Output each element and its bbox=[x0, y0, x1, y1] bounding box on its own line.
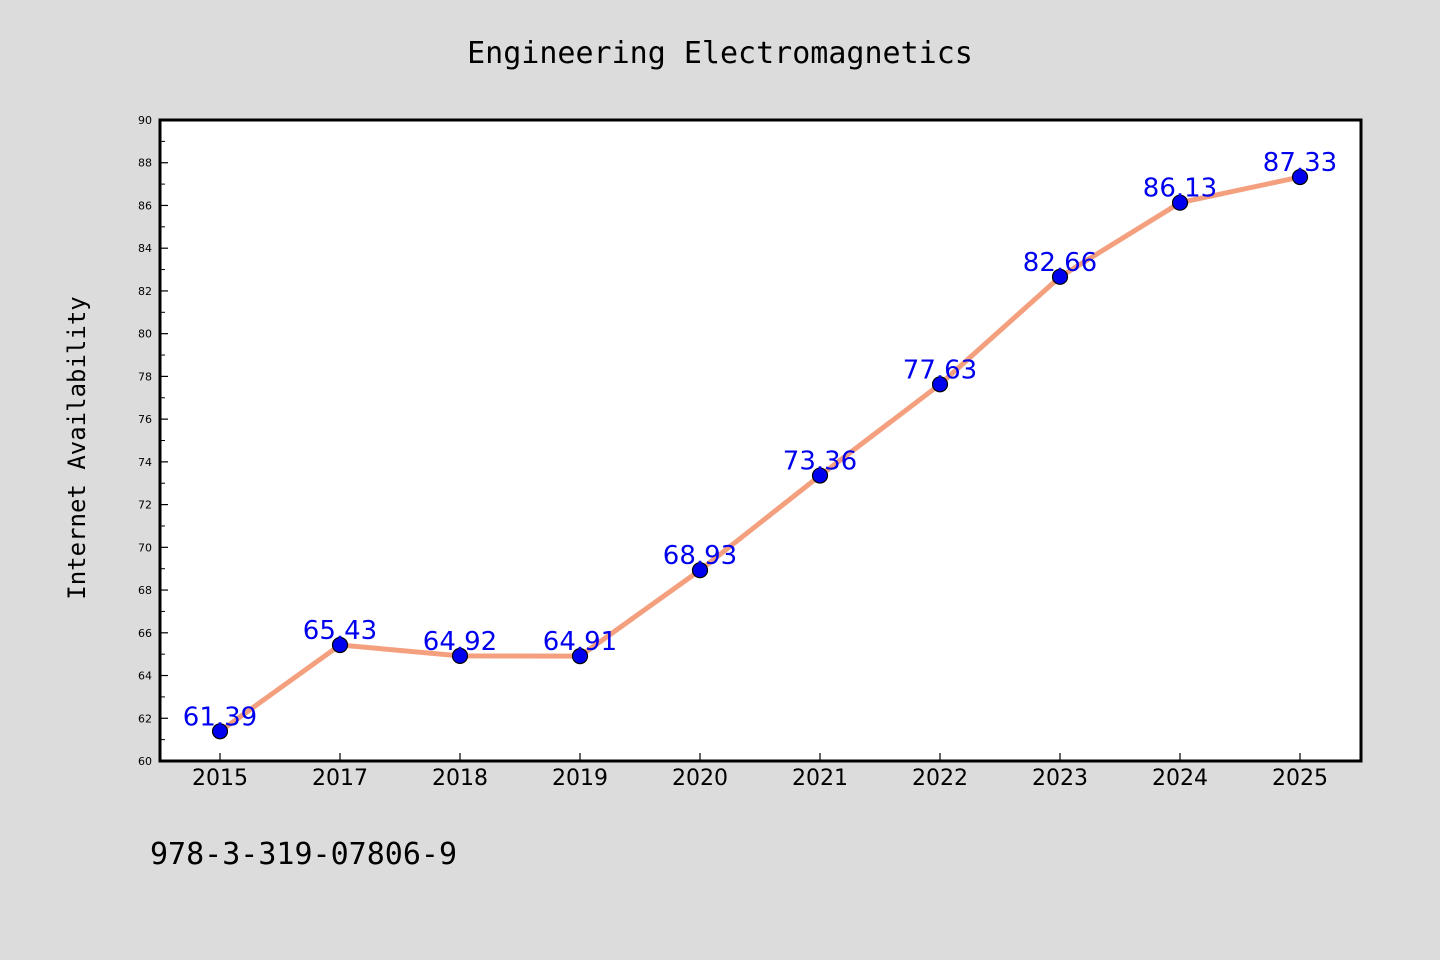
y-tick-label: 74 bbox=[138, 456, 152, 469]
y-tick-label: 78 bbox=[138, 370, 152, 383]
x-tick-label: 2018 bbox=[432, 766, 488, 791]
y-axis-label: Internet Availability bbox=[63, 296, 91, 599]
data-point bbox=[1171, 194, 1189, 211]
data-point bbox=[1051, 268, 1069, 285]
data-label: 73.36 bbox=[783, 447, 857, 477]
y-tick-label: 72 bbox=[138, 499, 152, 512]
data-label: 64.91 bbox=[543, 627, 617, 657]
y-tick-label: 84 bbox=[138, 242, 152, 255]
chart-title: Engineering Electromagnetics bbox=[467, 36, 973, 71]
data-label: 86.13 bbox=[1143, 174, 1217, 204]
x-tick-label: 2022 bbox=[912, 766, 968, 791]
y-tick-label: 68 bbox=[138, 584, 152, 597]
data-point bbox=[571, 647, 589, 665]
x-tick-label: 2020 bbox=[672, 766, 728, 791]
x-tick-label: 2023 bbox=[1032, 766, 1088, 791]
data-point bbox=[211, 723, 229, 740]
data-point bbox=[811, 467, 829, 484]
y-tick-label: 62 bbox=[138, 712, 152, 725]
x-tick-label: 2017 bbox=[312, 766, 368, 791]
y-tick-label: 86 bbox=[138, 199, 152, 212]
y-tick-label: 66 bbox=[138, 627, 152, 640]
plot-area bbox=[158, 118, 1363, 763]
x-tick-label: 2019 bbox=[552, 766, 608, 791]
data-point bbox=[331, 636, 349, 654]
data-label: 61.39 bbox=[183, 702, 257, 732]
data-label: 64.92 bbox=[423, 627, 497, 657]
data-label: 65.43 bbox=[303, 616, 377, 646]
y-tick-label: 80 bbox=[138, 328, 152, 341]
x-axis: 2015 2017 2018 2019 2020 2021 2022 2023 2024 2025 bbox=[192, 753, 1328, 791]
data-point bbox=[1291, 168, 1309, 186]
x-tick-label: 2015 bbox=[192, 766, 248, 791]
data-label: 87.33 bbox=[1263, 148, 1337, 178]
x-tick-label: 2024 bbox=[1152, 766, 1208, 791]
data-label: 82.66 bbox=[1023, 248, 1097, 278]
series-layer: 61.39 65.43 64.92 64.91 68.93 73.36 77.63 82.66… bbox=[183, 148, 1337, 740]
x-tick-label: 2021 bbox=[792, 766, 848, 791]
data-label: 77.63 bbox=[903, 355, 977, 385]
data-label: 68.93 bbox=[663, 541, 737, 571]
x-tick-label: 2025 bbox=[1272, 766, 1328, 791]
data-point bbox=[451, 647, 469, 664]
data-point bbox=[931, 376, 949, 393]
y-tick-label: 88 bbox=[138, 157, 152, 170]
y-tick-label: 70 bbox=[138, 541, 152, 554]
series-line bbox=[217, 174, 1303, 734]
y-tick-label: 82 bbox=[138, 285, 152, 298]
y-tick-label: 64 bbox=[138, 670, 152, 683]
y-axis: 60 62 64 66 68 70 72 74 76 78 80 82 84 86 88 90 bbox=[138, 114, 168, 768]
data-point bbox=[691, 562, 709, 579]
y-tick-label: 60 bbox=[138, 755, 152, 768]
footer-isbn: 978-3-319-07806-9 bbox=[150, 837, 457, 872]
y-tick-label: 90 bbox=[138, 114, 152, 127]
y-tick-label: 76 bbox=[138, 413, 152, 426]
